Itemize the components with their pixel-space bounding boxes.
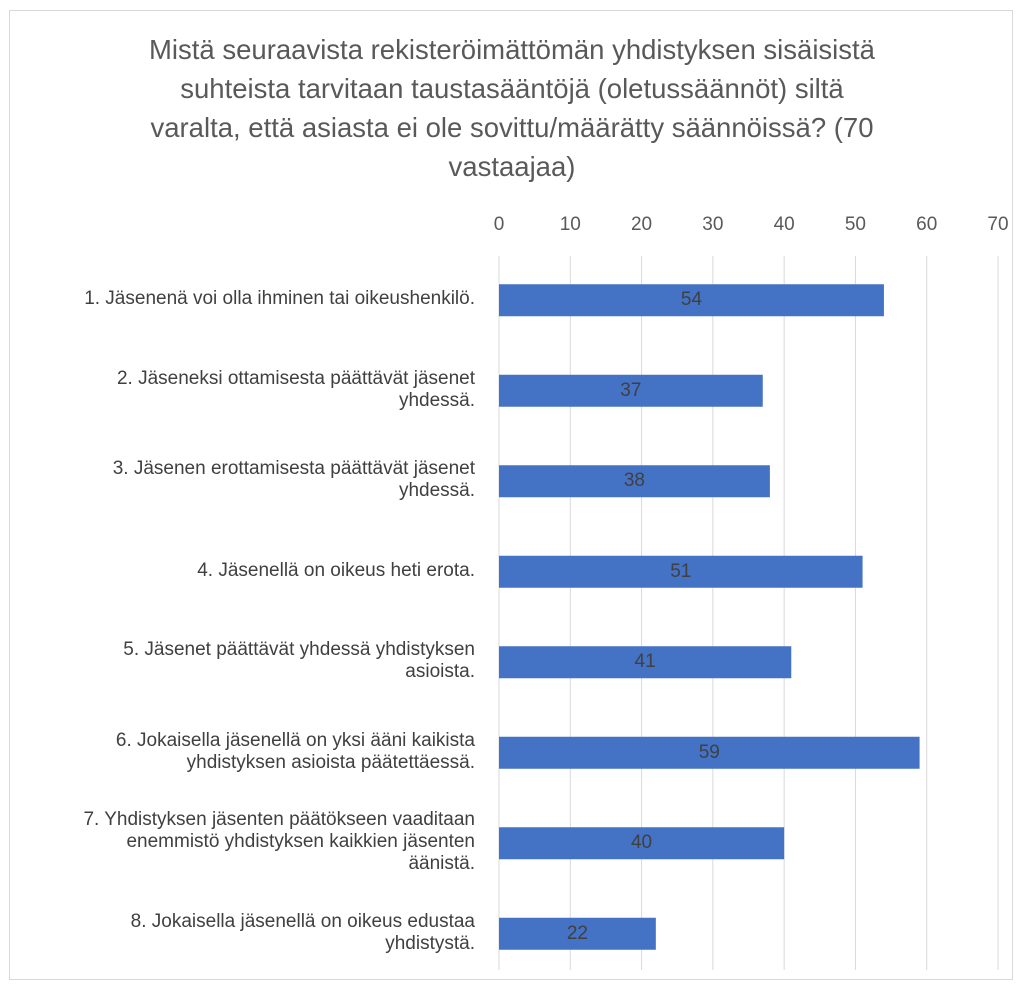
category-label: 6. Jokaisella jäsenellä on yksi ääni kai…: [15, 730, 475, 774]
category-label: 4. Jäsenellä on oikeus heti erota.: [15, 560, 475, 582]
chart-title-line: varalta, että asiasta ei ole sovittu/mää…: [150, 112, 874, 143]
category-label-line: äänistä.: [408, 853, 475, 875]
bar-value-label: 59: [698, 741, 720, 763]
bar-value-label: 51: [670, 560, 692, 582]
category-label: 5. Jäsenet päättävät yhdessä yhdistyksen…: [15, 639, 475, 683]
bar-value-label: 38: [623, 470, 645, 492]
bar-value-label: 40: [630, 832, 653, 854]
category-label-line: 4. Jäsenellä on oikeus heti erota.: [197, 559, 475, 581]
bar: [499, 646, 792, 679]
bar-value-label: 54: [680, 289, 703, 311]
bar: [499, 374, 763, 407]
bar: [499, 917, 656, 950]
category-label-line: yhdessä.: [398, 480, 475, 502]
bar: [499, 284, 884, 317]
bar: [499, 555, 863, 588]
category-label-line: 2. Jäseneksi ottamisesta päättävät jäsen…: [116, 367, 475, 389]
category-label-line: yhdistystä.: [385, 932, 475, 954]
category-label-line: yhdessä.: [398, 389, 475, 411]
bar-value-label: 41: [634, 651, 656, 673]
category-label-line: enemmistö yhdistyksen kaikkien jäsenten: [126, 831, 475, 853]
bar: [499, 827, 785, 860]
category-label-line: asioista.: [405, 661, 475, 683]
chart-title-line: Mistä seuraavista rekisteröimättömän yhd…: [149, 34, 875, 65]
category-label-line: 6. Jokaisella jäsenellä on yksi ääni kai…: [115, 729, 475, 751]
x-tick-label: 70: [987, 214, 1009, 235]
bar: [499, 736, 920, 769]
x-tick-label: 10: [559, 214, 581, 235]
x-tick-label: 40: [773, 214, 795, 235]
category-label: 8. Jokaisella jäsenellä on oikeus edusta…: [15, 911, 475, 955]
category-label: 2. Jäseneksi ottamisesta päättävät jäsen…: [15, 368, 475, 412]
category-label-line: 3. Jäsenen erottamisesta päättävät jäsen…: [112, 458, 475, 480]
x-tick-label: 50: [844, 214, 866, 235]
chart-title-line: vastaajaa): [448, 151, 576, 182]
category-label-line: 7. Yhdistyksen jäsenten päätökseen vaadi…: [83, 809, 475, 831]
bar-value-label: 22: [566, 922, 588, 944]
chart-title-line: suhteista tarvitaan taustasääntöjä (olet…: [180, 73, 844, 104]
category-label-line: 1. Jäsenenä voi olla ihminen tai oikeush…: [84, 288, 475, 310]
bar: [499, 465, 770, 498]
x-tick-label: 60: [916, 214, 938, 235]
category-label-line: yhdistyksen asioista päätettäessä.: [186, 751, 475, 773]
category-label: 1. Jäsenenä voi olla ihminen tai oikeush…: [15, 288, 475, 310]
x-tick-label: 30: [702, 214, 724, 235]
category-label: 7. Yhdistyksen jäsenten päätökseen vaadi…: [15, 809, 475, 875]
category-label-line: 5. Jäsenet päättävät yhdessä yhdistyksen: [123, 639, 475, 661]
x-tick-label: 0: [493, 214, 505, 235]
x-tick-label: 20: [630, 214, 653, 235]
category-label-line: 8. Jokaisella jäsenellä on oikeus edusta…: [130, 910, 475, 932]
category-label: 3. Jäsenen erottamisesta päättävät jäsen…: [15, 458, 475, 502]
chart-title: Mistä seuraavista rekisteröimättömän yhd…: [60, 30, 964, 186]
bar-value-label: 37: [620, 379, 642, 401]
